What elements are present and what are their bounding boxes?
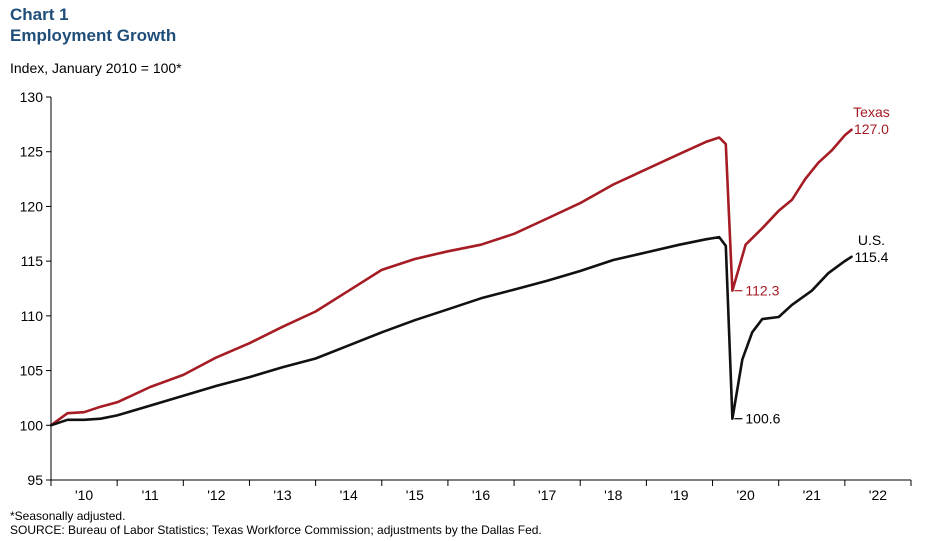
y-tick-label: 100: [20, 417, 44, 433]
x-tick-label: '21: [803, 487, 821, 503]
x-tick-label: '10: [75, 487, 93, 503]
series-line-texas: [49, 128, 853, 427]
x-tick-label: '16: [472, 487, 490, 503]
x-tick-label: '18: [604, 487, 622, 503]
series-label-us: U.S.: [858, 232, 885, 248]
x-tick-label: '20: [736, 487, 754, 503]
x-tick-label: '19: [670, 487, 688, 503]
x-tick-label: '12: [207, 487, 225, 503]
series-line-us: [49, 235, 853, 427]
y-tick-label: 105: [20, 363, 44, 379]
x-tick-label: '11: [142, 487, 159, 503]
chart-title: Employment Growth: [10, 26, 177, 45]
source-note: SOURCE: Bureau of Labor Statistics; Texa…: [10, 523, 542, 537]
y-tick-label: 130: [20, 89, 44, 105]
chart-number: Chart 1: [10, 5, 69, 24]
x-tick-label: '22: [869, 487, 887, 503]
y-axis-caption: Index, January 2010 = 100*: [10, 60, 182, 76]
x-tick-label: '17: [538, 487, 556, 503]
y-tick-label: 110: [21, 308, 44, 324]
trough-label-texas: 112.3: [745, 283, 779, 299]
y-tick-label: 115: [21, 253, 44, 269]
y-tick-label: 95: [27, 472, 43, 488]
footnote: *Seasonally adjusted.: [10, 509, 126, 523]
end-value-label-texas: 127.0: [854, 121, 889, 137]
series-label-texas: Texas: [853, 104, 890, 120]
chart-title-block: Chart 1 Employment Growth: [10, 4, 176, 46]
y-tick-label: 120: [20, 198, 44, 214]
trough-label-us: 100.6: [745, 411, 780, 427]
x-tick-label: '14: [340, 487, 358, 503]
end-value-label-us: 115.4: [854, 249, 888, 265]
x-tick-label: '15: [406, 487, 424, 503]
chart-footer: *Seasonally adjusted. SOURCE: Bureau of …: [10, 509, 542, 537]
y-tick-label: 125: [20, 144, 44, 160]
x-tick-label: '13: [273, 487, 291, 503]
